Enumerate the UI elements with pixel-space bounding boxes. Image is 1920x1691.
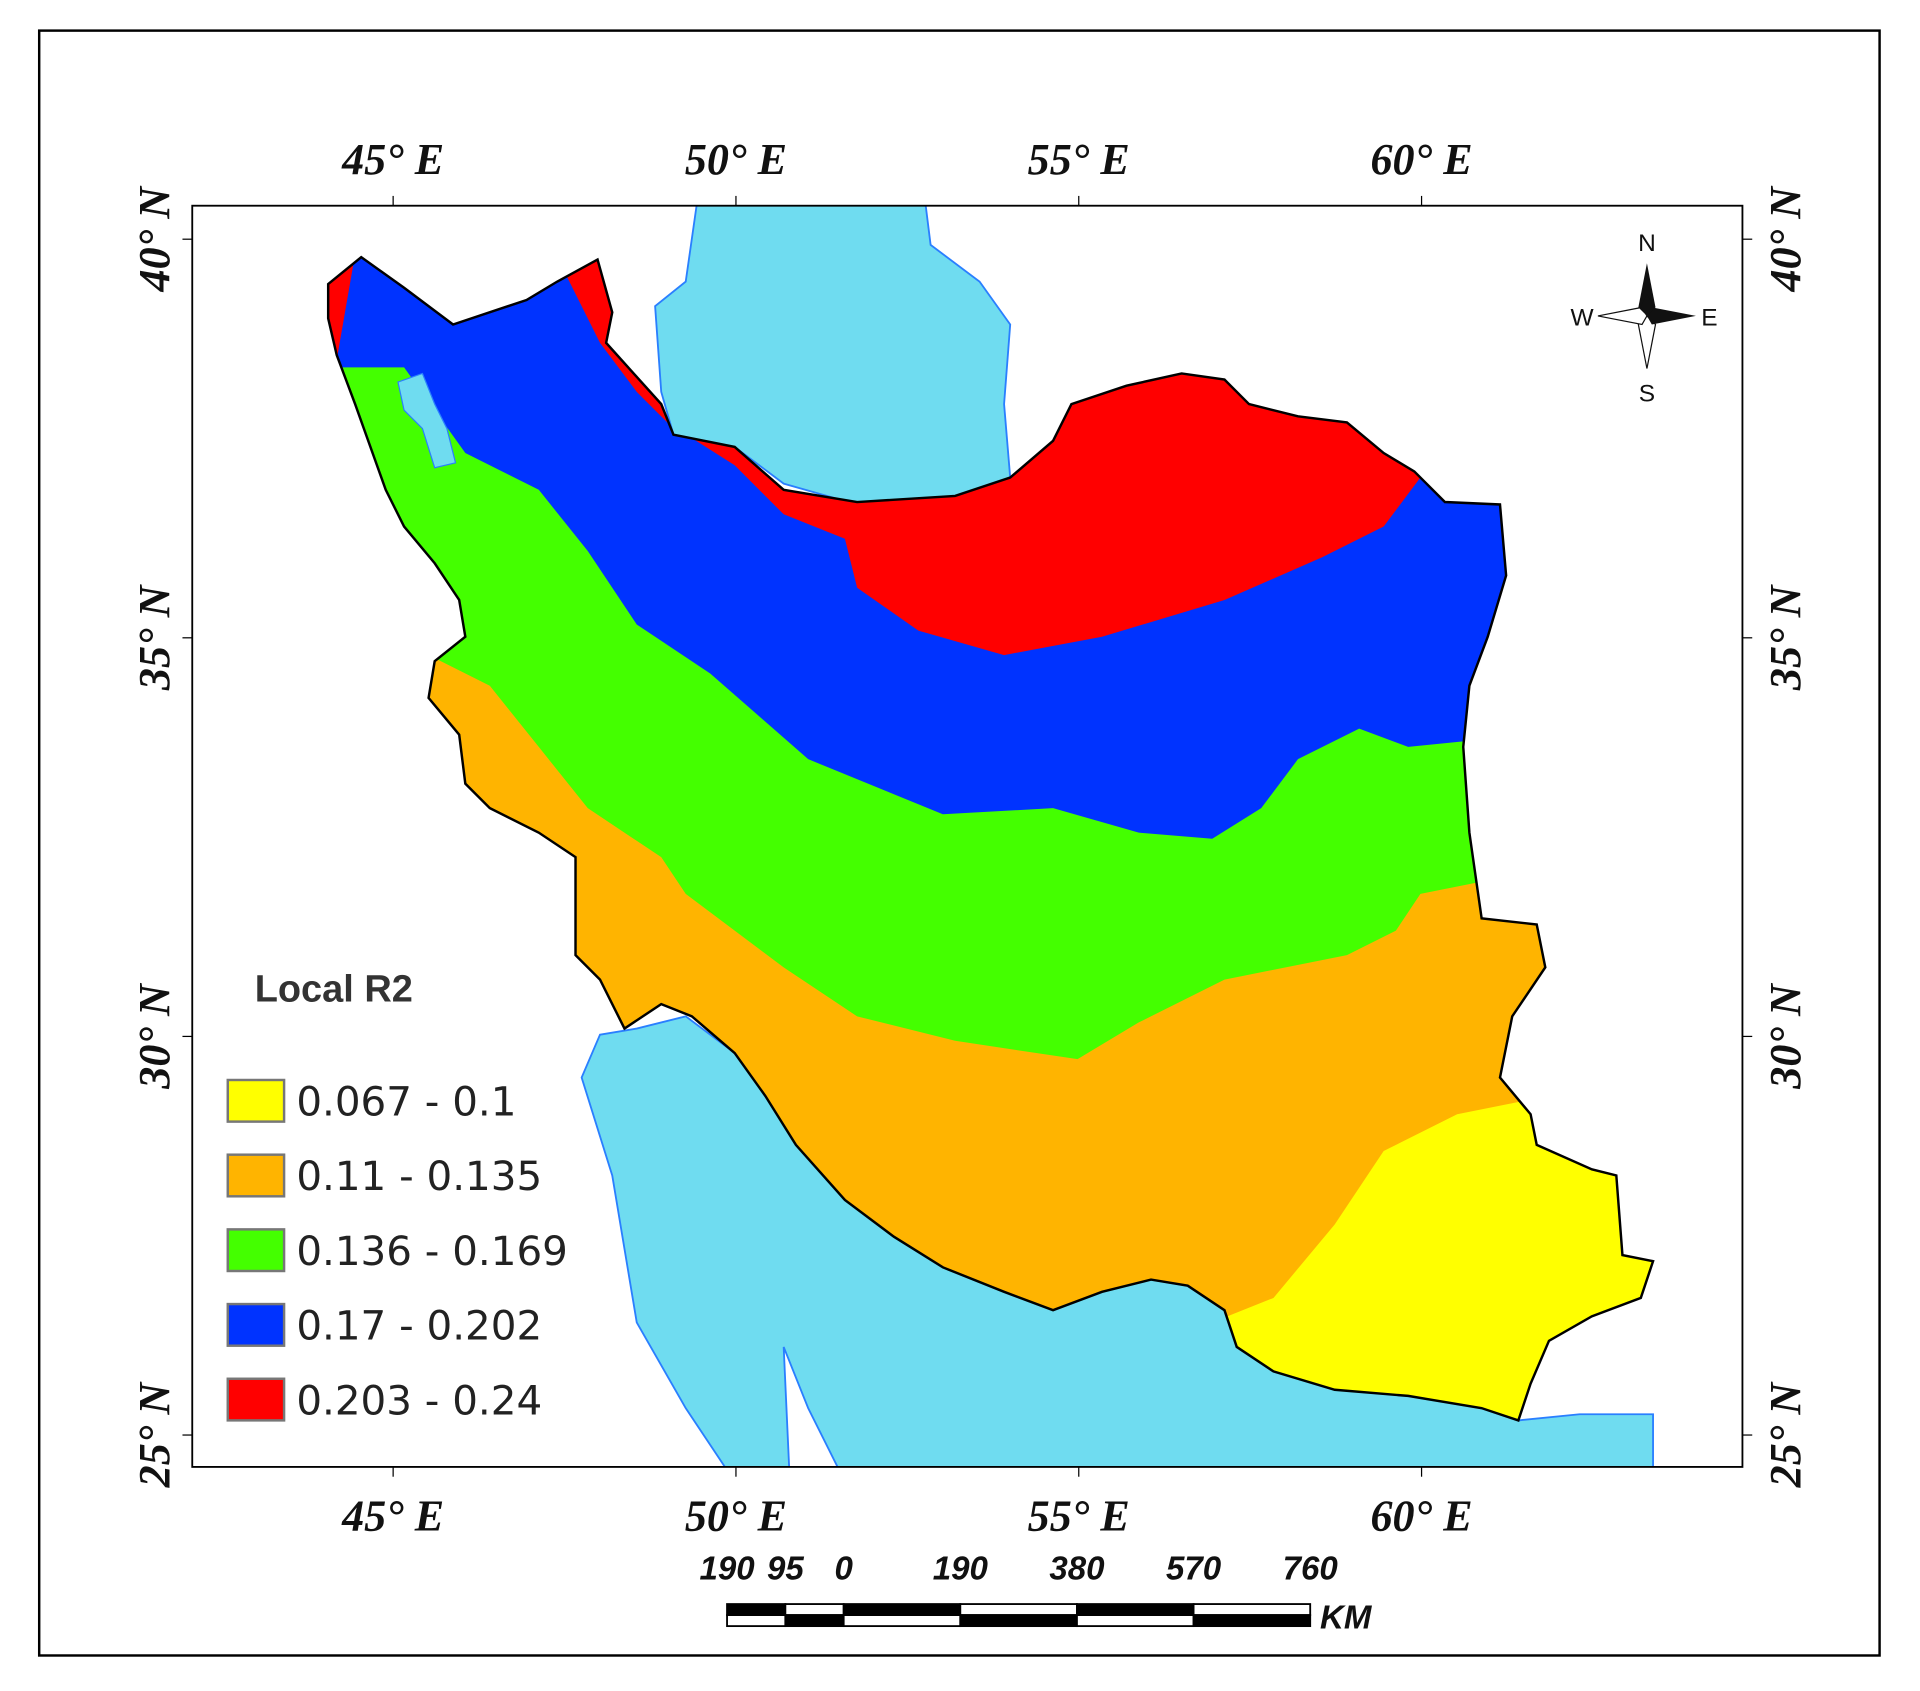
legend-label: 0.136 - 0.169 bbox=[296, 1227, 568, 1275]
scale-segment bbox=[784, 1614, 845, 1628]
scale-segment bbox=[1192, 1603, 1312, 1617]
lat-label-right: 25° N bbox=[1761, 1381, 1810, 1489]
legend-swatch bbox=[226, 1078, 286, 1123]
scale-segment bbox=[726, 1603, 787, 1617]
lat-label-left: 30° N bbox=[130, 982, 179, 1090]
scale-label: 0 bbox=[834, 1551, 853, 1588]
scale-label: 95 bbox=[767, 1551, 804, 1588]
lon-label-top: 45° E bbox=[341, 135, 444, 184]
lake-urmia bbox=[397, 372, 457, 469]
lat-label-right: 35° N bbox=[1761, 583, 1810, 691]
scale-label: 190 bbox=[933, 1551, 989, 1588]
scale-segment bbox=[1076, 1614, 1195, 1628]
lon-label-bottom: 50° E bbox=[685, 1492, 787, 1541]
iran-border bbox=[326, 255, 1655, 1422]
lon-label-bottom: 45° E bbox=[341, 1492, 444, 1541]
scale-segment bbox=[842, 1603, 962, 1617]
zone-yellow bbox=[1212, 1102, 1654, 1421]
lon-label-top: 55° E bbox=[1028, 135, 1130, 184]
compass-south: S bbox=[1639, 381, 1655, 408]
compass-east: E bbox=[1701, 305, 1717, 332]
lat-label-right: 40° N bbox=[1761, 185, 1810, 293]
legend-label: 0.203 - 0.24 bbox=[296, 1376, 542, 1424]
legend-title: Local R2 bbox=[255, 969, 413, 1011]
legend-label: 0.17 - 0.202 bbox=[296, 1302, 542, 1350]
lon-label-top: 50° E bbox=[685, 135, 787, 184]
map-area bbox=[326, 205, 1655, 1467]
scale-segment bbox=[842, 1614, 962, 1628]
scale-unit: KM bbox=[1320, 1600, 1373, 1637]
scale-segment bbox=[1192, 1614, 1312, 1628]
lat-label-right: 30° N bbox=[1761, 982, 1810, 1090]
outer-border bbox=[37, 29, 1881, 1657]
legend-label: 0.11 - 0.135 bbox=[296, 1152, 542, 1200]
scale-label: 760 bbox=[1283, 1551, 1339, 1588]
scale-segment bbox=[726, 1614, 787, 1628]
legend-swatch bbox=[226, 1153, 286, 1198]
compass-west: W bbox=[1570, 305, 1594, 332]
legend-label: 0.067 - 0.1 bbox=[296, 1077, 516, 1125]
lat-label-left: 25° N bbox=[130, 1381, 179, 1489]
scale-label: 570 bbox=[1166, 1551, 1222, 1588]
legend-swatch bbox=[226, 1228, 286, 1273]
scale-label: 190 bbox=[699, 1551, 755, 1588]
compass: N S W E bbox=[1570, 230, 1717, 408]
lon-label-top: 60° E bbox=[1371, 135, 1473, 184]
legend-swatch bbox=[226, 1377, 286, 1422]
lat-label-left: 40° N bbox=[130, 185, 179, 293]
map-frame bbox=[191, 204, 1744, 1468]
scale-segment bbox=[1076, 1603, 1195, 1617]
scale-label: 380 bbox=[1049, 1551, 1105, 1588]
lon-label-bottom: 55° E bbox=[1028, 1492, 1130, 1541]
lon-label-bottom: 60° E bbox=[1371, 1492, 1473, 1541]
lat-label-left: 35° N bbox=[130, 583, 179, 691]
legend-swatch bbox=[226, 1302, 286, 1347]
scale-segment bbox=[784, 1603, 845, 1617]
scale-segment bbox=[959, 1614, 1078, 1628]
compass-north: N bbox=[1638, 230, 1656, 257]
scale-segment bbox=[959, 1603, 1078, 1617]
